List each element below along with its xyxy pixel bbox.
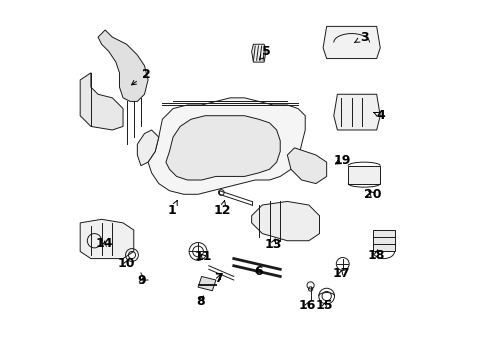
Polygon shape (287, 148, 326, 184)
Text: 18: 18 (367, 248, 385, 261)
Text: 16: 16 (298, 299, 315, 312)
Text: 14: 14 (96, 237, 113, 250)
Text: 13: 13 (264, 238, 281, 251)
Polygon shape (333, 94, 380, 130)
Polygon shape (251, 202, 319, 241)
Polygon shape (372, 230, 394, 251)
Polygon shape (148, 98, 305, 194)
Polygon shape (347, 166, 380, 184)
Text: 15: 15 (315, 299, 333, 312)
Text: 12: 12 (213, 201, 230, 217)
Text: 4: 4 (373, 109, 385, 122)
Polygon shape (198, 276, 216, 291)
Text: 2: 2 (131, 68, 150, 85)
Text: 9: 9 (138, 274, 146, 287)
Polygon shape (251, 44, 265, 62)
Text: 17: 17 (331, 267, 349, 280)
Text: 19: 19 (333, 154, 350, 167)
Text: 11: 11 (194, 250, 212, 263)
Text: 3: 3 (354, 31, 368, 44)
Polygon shape (80, 219, 134, 258)
Polygon shape (323, 26, 380, 59)
Text: 6: 6 (253, 265, 262, 278)
Text: 5: 5 (259, 45, 270, 60)
Text: 8: 8 (196, 295, 205, 308)
Text: 10: 10 (117, 257, 134, 270)
Polygon shape (98, 30, 148, 102)
Polygon shape (80, 73, 123, 130)
Polygon shape (137, 130, 159, 166)
Text: 1: 1 (167, 201, 177, 217)
Polygon shape (165, 116, 280, 180)
Text: 20: 20 (363, 188, 380, 201)
Text: 7: 7 (214, 272, 223, 285)
